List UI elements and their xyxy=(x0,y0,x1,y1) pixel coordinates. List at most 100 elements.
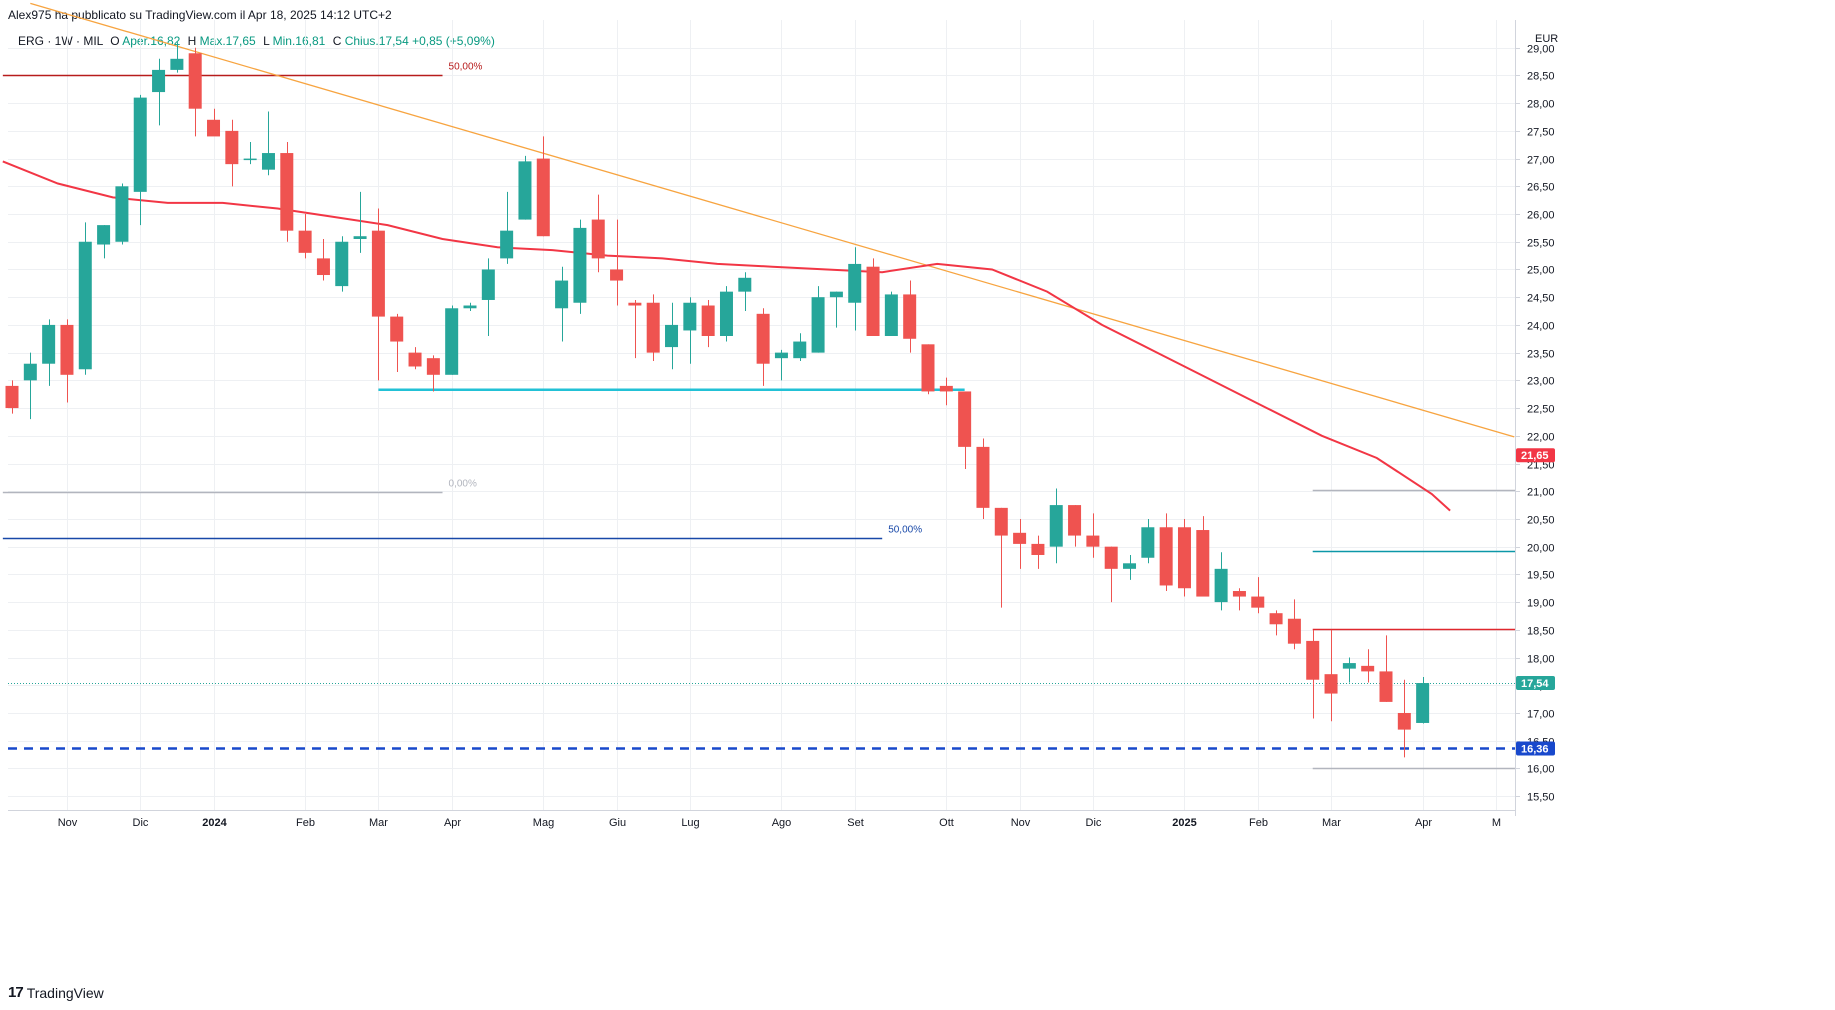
candle-body xyxy=(1196,530,1210,597)
ma-price-badge-bg xyxy=(1516,448,1555,463)
fib-level-label: 0,00% xyxy=(449,479,477,490)
candle-body xyxy=(335,241,349,287)
currency-label: EUR xyxy=(1535,33,1558,45)
candle xyxy=(1324,629,1338,722)
candle xyxy=(1379,635,1393,702)
candle xyxy=(42,319,56,386)
candle-body xyxy=(500,230,514,259)
candle-body xyxy=(1361,665,1375,672)
time-tick-label: 2025 xyxy=(1172,817,1196,829)
price-tick-label: 25,50 xyxy=(1527,238,1555,250)
candle xyxy=(408,347,422,370)
candle xyxy=(60,319,74,403)
fib-level-label: 50,00% xyxy=(449,62,483,73)
time-tick-label: Nov xyxy=(58,817,78,829)
candle xyxy=(591,194,605,273)
price-tick-label: 17,00 xyxy=(1527,709,1555,721)
time-tick-label: Feb xyxy=(296,817,315,829)
candle-body xyxy=(848,263,862,303)
candle xyxy=(390,313,404,373)
candle xyxy=(1214,552,1228,611)
candle-body xyxy=(591,219,605,259)
time-axis: Nov Dic 2024 Feb Mar Apr Mag Giu Lug Ago Set Ott Nov… xyxy=(8,810,1515,829)
candle-body xyxy=(353,236,367,239)
candle-body xyxy=(1068,505,1082,536)
price-tick-label: 28,00 xyxy=(1527,99,1555,111)
dashed-level-badge-bg xyxy=(1516,741,1555,756)
candle xyxy=(958,391,972,470)
legend-symbol[interactable]: ERG · 1W · MIL xyxy=(18,34,103,48)
candle-body xyxy=(994,507,1008,536)
candle-body xyxy=(756,313,770,364)
candlestick-series xyxy=(5,42,1430,758)
candle-body xyxy=(152,69,166,93)
candle xyxy=(848,247,862,331)
candle-body xyxy=(921,344,935,392)
candle xyxy=(1342,657,1356,683)
candle xyxy=(353,191,367,253)
candle-body xyxy=(1141,527,1155,558)
candle-body xyxy=(42,324,56,364)
candle-body xyxy=(243,158,257,161)
dashed-level-badge: 16,36 xyxy=(1521,743,1549,755)
candle-body xyxy=(60,324,74,375)
candle xyxy=(188,47,202,137)
candle-body xyxy=(97,225,111,245)
price-tick-label: 23,00 xyxy=(1527,376,1555,388)
candle xyxy=(1031,535,1045,569)
time-tick-label: Ott xyxy=(939,817,954,829)
candle-body xyxy=(188,53,202,109)
candle-body xyxy=(1269,613,1283,625)
legend-open-label: O xyxy=(110,34,120,48)
candle xyxy=(1416,676,1430,724)
candle xyxy=(1049,488,1063,564)
legend-high-label: H xyxy=(187,34,197,48)
legend-low: Min.16,81 xyxy=(272,34,326,48)
price-tick-label: 18,50 xyxy=(1527,626,1555,638)
time-tick-label: 2024 xyxy=(202,817,227,829)
time-tick-label: Mar xyxy=(369,817,388,829)
price-tick-label: 19,50 xyxy=(1527,570,1555,582)
time-tick-label: Dic xyxy=(1086,817,1102,829)
candle-body xyxy=(1251,596,1265,608)
last-price-badge-bg xyxy=(1516,676,1555,691)
candle-body xyxy=(774,352,788,359)
candle-body xyxy=(738,277,752,292)
price-tick-label: 21,50 xyxy=(1527,460,1555,472)
legend-low-label: L xyxy=(263,34,270,48)
candle xyxy=(170,42,184,73)
time-tick-label: Ago xyxy=(772,817,792,829)
last-price-badge: 17,54 xyxy=(1521,678,1549,690)
candle xyxy=(646,294,660,361)
candle xyxy=(811,286,825,353)
candle-body xyxy=(536,158,550,237)
candle xyxy=(445,305,459,375)
candle xyxy=(536,136,550,237)
candle-body xyxy=(445,308,459,375)
candle-body xyxy=(958,391,972,447)
time-tick-label: Apr xyxy=(444,817,461,829)
candle-body xyxy=(207,119,221,137)
candle xyxy=(463,302,477,312)
candle xyxy=(628,299,642,359)
candle-body xyxy=(170,58,184,70)
candle xyxy=(298,214,312,259)
candle xyxy=(5,380,19,414)
candle xyxy=(994,507,1008,608)
candle-body xyxy=(1159,527,1173,586)
candle xyxy=(1123,554,1137,580)
candle xyxy=(884,291,898,336)
candle-body xyxy=(1324,674,1338,694)
chart-lines: 50,00% 0,00% 50,00% xyxy=(2,2,1515,770)
candle-body xyxy=(811,297,825,353)
candle-body xyxy=(1232,591,1246,597)
candle-body xyxy=(1397,712,1411,730)
price-tick-label: 19,00 xyxy=(1527,598,1555,610)
candle xyxy=(426,355,440,392)
candle xyxy=(774,349,788,381)
candle xyxy=(261,111,275,176)
candle xyxy=(829,291,843,328)
candle xyxy=(665,302,679,370)
publish-header: Alex975 ha pubblicato su TradingView.com… xyxy=(8,8,392,22)
